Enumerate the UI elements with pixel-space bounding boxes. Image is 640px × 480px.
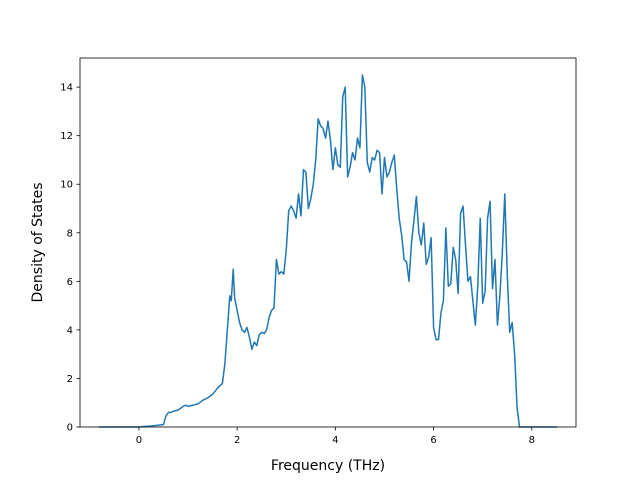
plot-frame [79,57,577,428]
x-tick-label: 2 [234,435,240,446]
y-tick-label: 12 [60,131,73,142]
series-line [98,74,558,428]
x-axis-label: Frequency (THz) [271,458,385,474]
plot-area [80,58,576,427]
y-tick-label: 4 [67,325,73,336]
x-tick-label: 0 [136,435,142,446]
y-tick-label: 6 [67,277,73,288]
y-axis-label: Density of States [30,183,46,303]
y-tick-label: 2 [67,374,73,385]
y-axis: 0 2 4 6 8 10 12 14 [60,83,80,434]
y-tick-label: 10 [60,180,73,191]
x-tick-label: 8 [529,435,535,446]
x-tick-label: 4 [332,435,338,446]
y-tick-label: 14 [60,83,73,94]
y-tick-label: 0 [67,423,73,434]
y-tick-label: 8 [67,228,73,239]
x-tick-label: 6 [430,435,436,446]
